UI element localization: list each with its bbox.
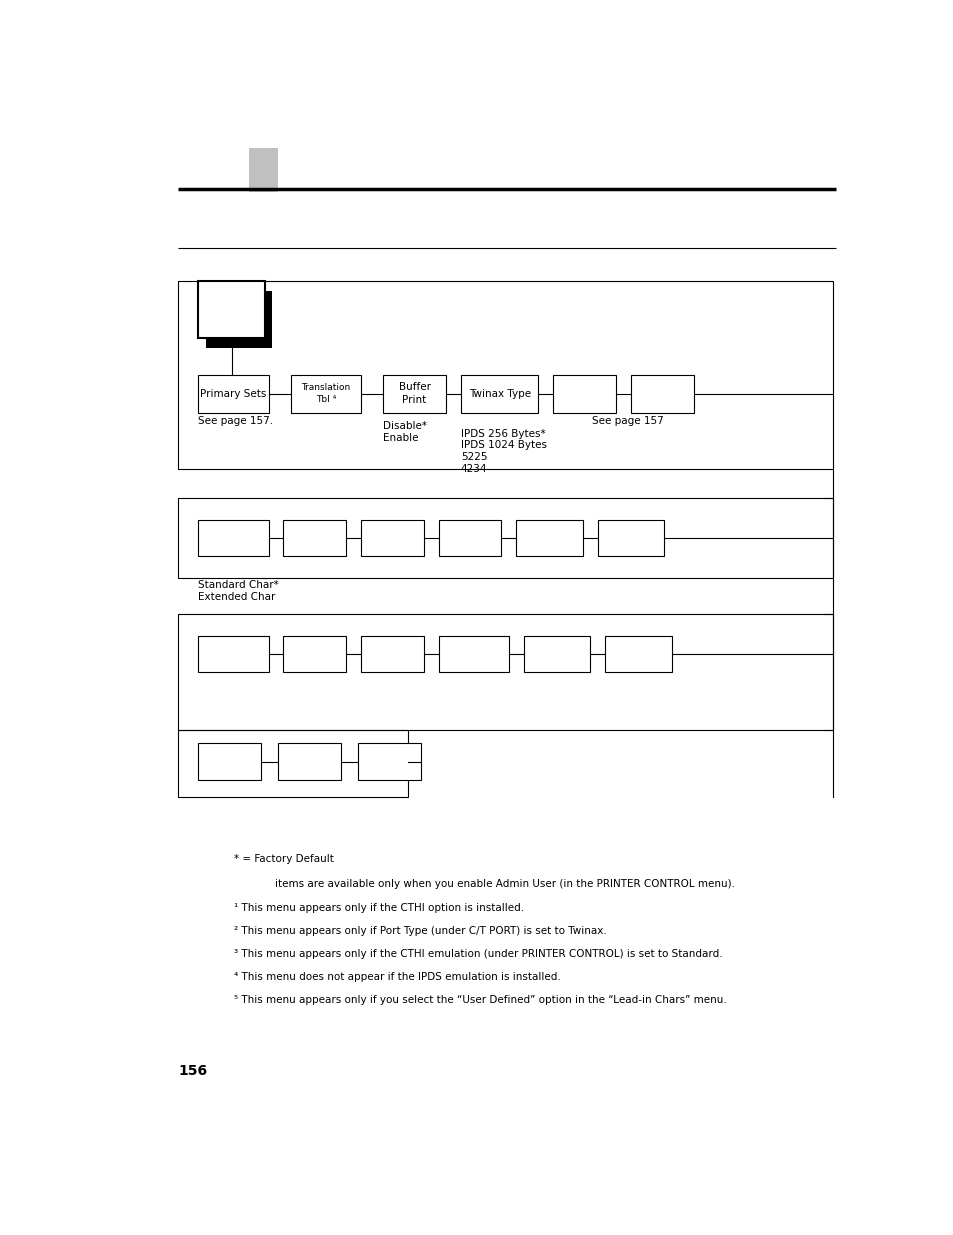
Bar bbox=[438, 520, 501, 556]
Bar bbox=[360, 636, 423, 672]
Text: ² This menu appears only if Port Type (under C/T PORT) is set to Twinax.: ² This menu appears only if Port Type (u… bbox=[233, 926, 606, 936]
Bar bbox=[198, 636, 269, 672]
Text: 156: 156 bbox=[178, 1065, 208, 1078]
Text: Translation
Tbl ⁴: Translation Tbl ⁴ bbox=[301, 384, 350, 404]
Bar bbox=[178, 730, 407, 797]
Bar bbox=[198, 282, 265, 338]
Bar bbox=[178, 498, 832, 578]
Bar bbox=[198, 743, 261, 779]
Bar bbox=[198, 374, 269, 412]
Bar bbox=[178, 282, 832, 468]
Bar bbox=[249, 146, 278, 191]
Text: ¹ This menu appears only if the CTHI option is installed.: ¹ This menu appears only if the CTHI opt… bbox=[233, 903, 523, 913]
Text: Disable*
Enable: Disable* Enable bbox=[383, 421, 427, 442]
Bar bbox=[604, 636, 671, 672]
Text: Primary Sets: Primary Sets bbox=[200, 389, 267, 399]
Bar bbox=[553, 374, 616, 412]
Bar bbox=[597, 520, 663, 556]
Bar bbox=[178, 614, 832, 730]
Bar bbox=[360, 520, 423, 556]
Bar bbox=[206, 291, 272, 348]
Text: items are available only when you enable Admin User (in the PRINTER CONTROL menu: items are available only when you enable… bbox=[274, 878, 734, 888]
Text: ⁴ This menu does not appear if the IPDS emulation is installed.: ⁴ This menu does not appear if the IPDS … bbox=[233, 972, 560, 982]
Bar bbox=[630, 374, 693, 412]
Bar bbox=[291, 374, 360, 412]
Text: ⁵ This menu appears only if you select the “User Defined” option in the “Lead-in: ⁵ This menu appears only if you select t… bbox=[233, 994, 726, 1004]
Bar bbox=[357, 743, 420, 779]
Text: See page 157: See page 157 bbox=[592, 416, 663, 426]
Text: See page 157.: See page 157. bbox=[198, 416, 274, 426]
Bar bbox=[283, 636, 346, 672]
Text: IPDS 256 Bytes*
IPDS 1024 Bytes
5225
4234: IPDS 256 Bytes* IPDS 1024 Bytes 5225 423… bbox=[460, 429, 546, 473]
Bar bbox=[383, 374, 446, 412]
Bar bbox=[283, 520, 346, 556]
Bar bbox=[278, 743, 341, 779]
Bar bbox=[516, 520, 582, 556]
Text: Twinax Type: Twinax Type bbox=[468, 389, 530, 399]
Text: ³ This menu appears only if the CTHI emulation (under PRINTER CONTROL) is set to: ³ This menu appears only if the CTHI emu… bbox=[233, 948, 721, 958]
Text: Standard Char*
Extended Char: Standard Char* Extended Char bbox=[198, 580, 279, 601]
Bar bbox=[460, 374, 537, 412]
Bar bbox=[438, 636, 508, 672]
Bar bbox=[523, 636, 590, 672]
Text: Buffer
Print: Buffer Print bbox=[398, 383, 430, 405]
Text: * = Factory Default: * = Factory Default bbox=[233, 853, 334, 863]
Bar bbox=[198, 520, 269, 556]
